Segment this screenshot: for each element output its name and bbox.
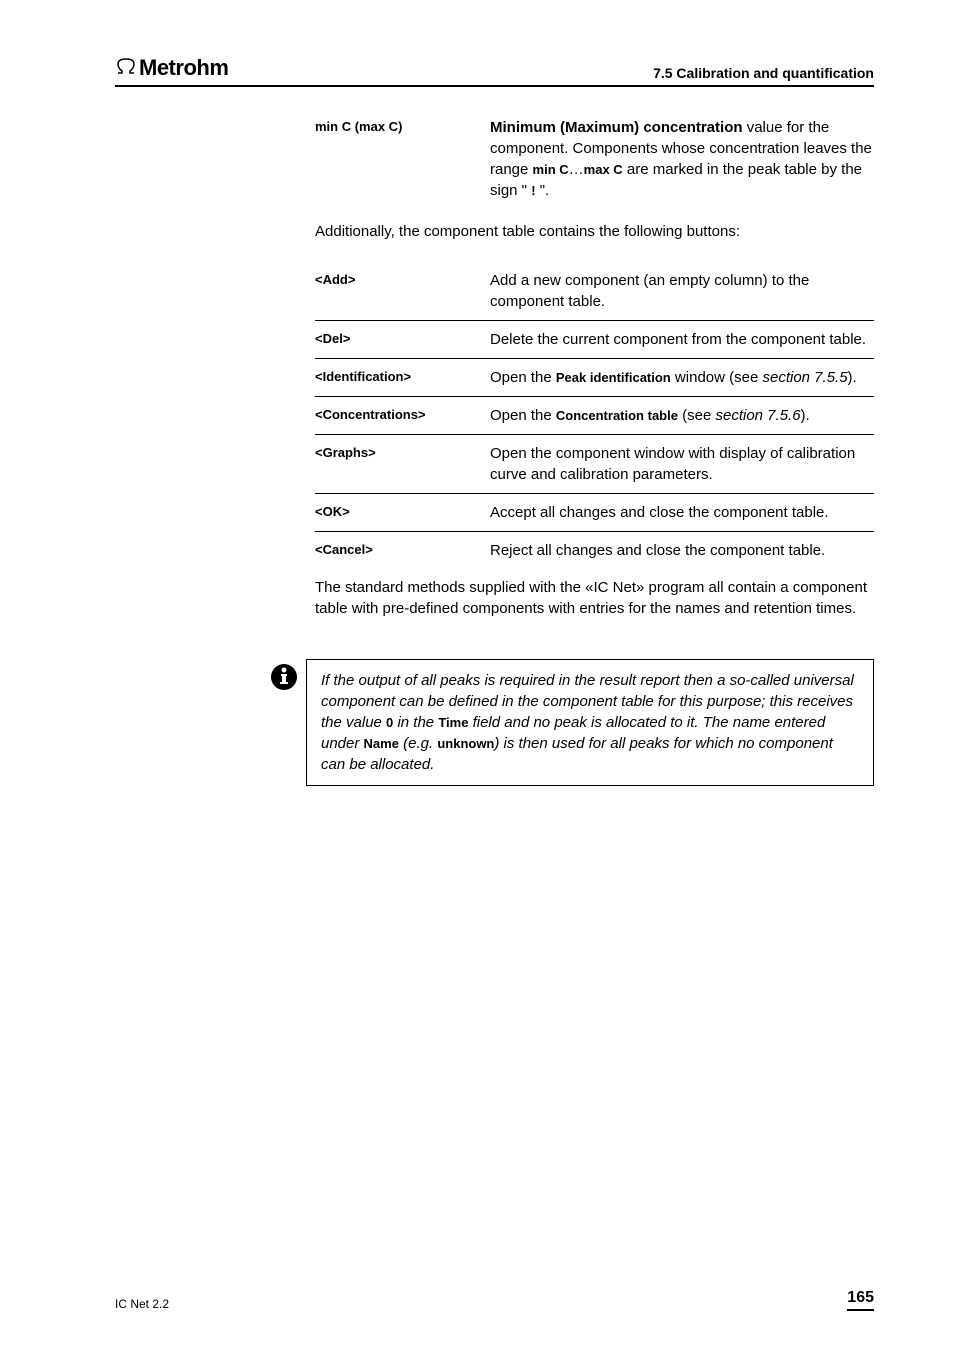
omega-icon — [115, 57, 137, 80]
button-desc: Add a new component (an empty column) to… — [490, 270, 874, 312]
button-desc: Open the component window with display o… — [490, 443, 874, 485]
param-row: min C (max C) Minimum (Maximum) concentr… — [315, 117, 874, 201]
button-row-cancel: <Cancel> Reject all changes and close th… — [315, 531, 874, 569]
logo-text: Metrohm — [139, 55, 228, 81]
button-row-graphs: <Graphs> Open the component window with … — [315, 434, 874, 493]
button-label: <Identification> — [315, 367, 490, 388]
info-icon — [270, 659, 306, 786]
section-title: 7.5 Calibration and quantification — [653, 65, 874, 81]
param-description: Minimum (Maximum) concentration value fo… — [490, 117, 874, 201]
param-label: min C (max C) — [315, 117, 490, 201]
button-row-del: <Del> Delete the current component from … — [315, 320, 874, 358]
button-label: <Concentrations> — [315, 405, 490, 426]
footer-left: IC Net 2.2 — [115, 1297, 169, 1311]
logo: Metrohm — [115, 55, 228, 81]
intro-text: Additionally, the component table contai… — [315, 221, 874, 242]
button-label: <Del> — [315, 329, 490, 350]
button-row-ok: <OK> Accept all changes and close the co… — [315, 493, 874, 531]
main-content: min C (max C) Minimum (Maximum) concentr… — [315, 117, 874, 619]
button-label: <Add> — [315, 270, 490, 312]
note-content: If the output of all peaks is required i… — [306, 659, 874, 786]
param-title: Minimum (Maximum) concentration — [490, 119, 743, 136]
button-row-identification: <Identification> Open the Peak identific… — [315, 358, 874, 396]
after-table-text: The standard methods supplied with the «… — [315, 577, 874, 619]
button-desc: Accept all changes and close the compone… — [490, 502, 874, 523]
button-desc: Delete the current component from the co… — [490, 329, 874, 350]
button-label: <Graphs> — [315, 443, 490, 485]
button-desc: Open the Peak identification window (see… — [490, 367, 874, 388]
button-row-concentrations: <Concentrations> Open the Concentration … — [315, 396, 874, 434]
button-label: <Cancel> — [315, 540, 490, 561]
page-number: 165 — [847, 1289, 874, 1311]
button-row-add: <Add> Add a new component (an empty colu… — [315, 262, 874, 320]
note-block: If the output of all peaks is required i… — [270, 659, 874, 786]
button-label: <OK> — [315, 502, 490, 523]
page-header: Metrohm 7.5 Calibration and quantificati… — [115, 55, 874, 87]
page-footer: IC Net 2.2 165 — [115, 1289, 874, 1311]
button-desc: Open the Concentration table (see sectio… — [490, 405, 874, 426]
button-desc: Reject all changes and close the compone… — [490, 540, 874, 561]
button-table: <Add> Add a new component (an empty colu… — [315, 262, 874, 569]
